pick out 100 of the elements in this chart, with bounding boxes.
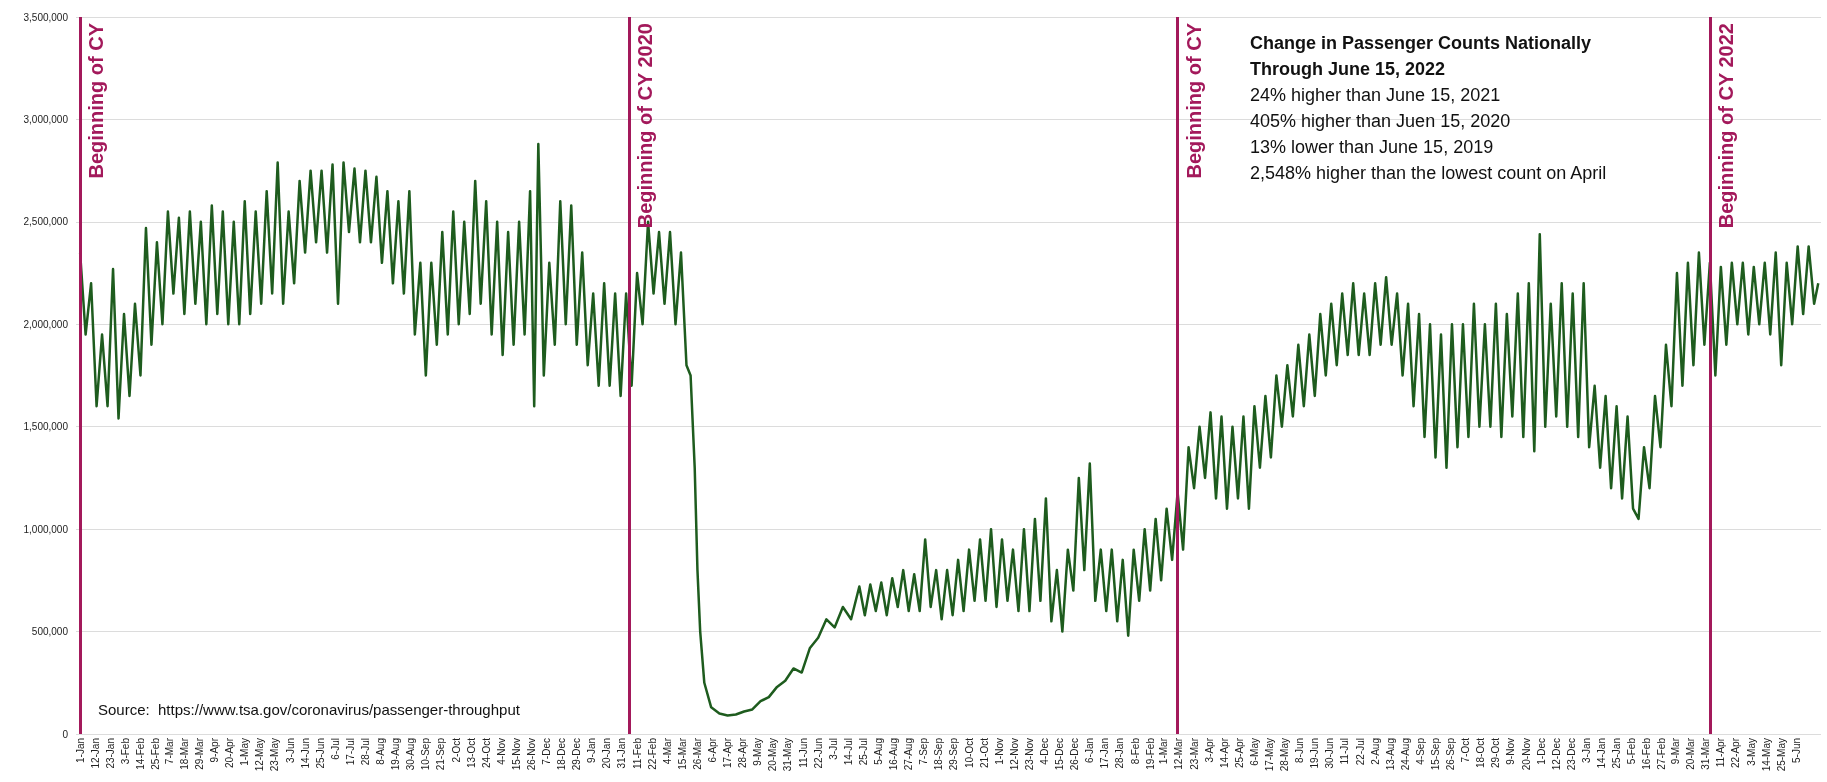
x-tick-label: 16-Feb <box>1641 737 1653 770</box>
x-tick-label: 21-Sep <box>435 737 447 771</box>
x-tick-label: 4-Dec <box>1039 738 1051 765</box>
x-tick-label: 7-Dec <box>541 738 553 765</box>
x-tick-label: 17-Jan <box>1099 738 1111 769</box>
x-tick-label: 17-Jul <box>344 738 356 766</box>
x-tick-label: 15-Nov <box>510 738 522 771</box>
x-tick-label: 6-May <box>1248 738 1260 766</box>
annotation: 405% higher than Juen 15, 2020 <box>1250 111 1511 131</box>
x-tick-label: 11-Apr <box>1715 737 1727 768</box>
x-tick-label: 20-Apr <box>224 737 236 769</box>
x-tick-label: 24-Aug <box>1399 738 1411 771</box>
x-tick-label: 15-Sep <box>1430 737 1442 771</box>
x-tick-label: 4-Nov <box>495 738 507 765</box>
x-tick-label: 22-Jul <box>1354 738 1366 766</box>
x-tick-label: 9-Mar <box>1670 737 1682 765</box>
x-tick-label: 23-Jan <box>104 738 116 769</box>
x-tick-label: 18-Sep <box>933 737 945 771</box>
x-tick-label: 18-Dec <box>556 738 568 771</box>
y-tick-label: 0 <box>62 728 69 740</box>
x-tick-label: 12-Mar <box>1173 737 1185 770</box>
x-tick-label: 22-Apr <box>1730 737 1742 769</box>
x-tick-label: 9-Jan <box>586 738 598 764</box>
x-tick-label: 15-Dec <box>1054 738 1066 771</box>
x-tick-label: 9-Apr <box>209 737 221 763</box>
x-tick-label: 7-Mar <box>163 737 175 765</box>
x-tick-label: 20-May <box>767 738 779 772</box>
x-tick-label: 21-Oct <box>978 737 990 769</box>
x-tick-label: 6-Jan <box>1084 738 1096 764</box>
x-tick-label: 1-Dec <box>1535 738 1547 765</box>
x-tick-label: 5-Jun <box>1790 738 1802 764</box>
annotation: 13% lower than June 15, 2019 <box>1250 137 1494 157</box>
ref-line-label: Beginning of CY <box>85 22 108 179</box>
x-tick-label: 29-Dec <box>571 738 583 771</box>
x-tick-label: 30-Jun <box>1324 738 1336 769</box>
x-tick-label: 16-Aug <box>888 738 900 771</box>
x-tick-label: 28-Jul <box>359 738 371 766</box>
x-tick-label: 3-Apr <box>1203 737 1215 763</box>
x-tick-label: 2-Oct <box>450 737 462 763</box>
x-tick-label: 1-May <box>239 738 251 766</box>
x-tick-label: 1-Mar <box>1158 737 1170 765</box>
x-tick-label: 14-Apr <box>1218 737 1230 769</box>
x-tick-label: 8-Aug <box>375 738 387 765</box>
annotation: 24% higher than June 15, 2021 <box>1250 85 1501 105</box>
x-tick-label: 24-Oct <box>480 737 492 769</box>
annotation: Change in Passenger Counts Nationally <box>1250 33 1592 53</box>
ref-line-label: Beginning of CY 2020 <box>633 23 656 229</box>
x-tick-label: 10-Oct <box>963 737 975 769</box>
x-tick-label: 13-Oct <box>465 737 477 769</box>
x-tick-label: 31-May <box>782 738 794 772</box>
y-tick-label: 1,500,000 <box>23 421 69 433</box>
y-tick-label: 3,500,000 <box>23 11 69 23</box>
annotation: 2,548% higher than the lowest count on April <box>1250 163 1607 183</box>
x-tick-label: 11-Feb <box>631 737 643 769</box>
x-tick-label: 14-Jan <box>1596 738 1607 769</box>
x-tick-label: 23-Dec <box>1565 738 1577 771</box>
ref-line-label: Beginning of CY 2022 <box>1714 23 1737 229</box>
x-tick-label: 25-Jan <box>1611 738 1623 769</box>
x-tick-label: 9-Nov <box>1505 738 1517 765</box>
x-tick-label: 18-Oct <box>1475 737 1487 769</box>
x-tick-label: 26-Dec <box>1069 738 1081 771</box>
x-tick-label: 22-Jun <box>812 738 824 769</box>
x-tick-label: 23-May <box>269 738 281 772</box>
y-tick-label: 500,000 <box>31 626 69 638</box>
x-tick-label: 14-Jun <box>299 738 311 769</box>
x-tick-label: 23-Mar <box>1188 737 1200 770</box>
x-tick-label: 3-Jul <box>827 738 839 760</box>
x-tick-label: 25-Apr <box>1233 737 1245 769</box>
y-tick-label: 3,000,000 <box>23 113 69 125</box>
x-tick-label: 3-Jan <box>1580 738 1592 764</box>
x-tick-label: 25-Feb <box>150 737 162 770</box>
y-tick-label: 2,000,000 <box>23 318 69 330</box>
x-tick-label: 31-Jan <box>616 738 628 769</box>
x-tick-label: 6-Apr <box>707 737 719 763</box>
annotation: Through June 15, 2022 <box>1250 59 1446 79</box>
x-tick-label: 5-Feb <box>1626 737 1638 765</box>
y-tick-label: 1,000,000 <box>23 523 69 535</box>
x-tick-label: 19-Jun <box>1309 738 1321 769</box>
x-tick-label: 3-Jun <box>284 738 296 764</box>
x-tick-label: 20-Nov <box>1520 738 1532 771</box>
x-tick-label: 12-Dec <box>1550 738 1562 771</box>
x-tick-label: 26-Sep <box>1445 737 1457 771</box>
x-tick-label: 26-Nov <box>525 738 537 771</box>
x-tick-label: 11-Jul <box>1339 738 1351 765</box>
x-tick-label: 6-Jul <box>329 738 341 760</box>
x-tick-label: 17-May <box>1264 738 1276 772</box>
x-tick-label: 23-Nov <box>1023 738 1035 771</box>
x-tick-label: 12-Nov <box>1008 738 1020 771</box>
x-tick-label: 18-Mar <box>178 737 190 770</box>
x-tick-label: 8-Feb <box>1129 737 1141 765</box>
x-tick-label: 27-Aug <box>903 738 915 771</box>
x-tick-label: 28-Apr <box>737 737 749 769</box>
x-tick-label: 25-Jun <box>314 738 326 769</box>
x-tick-label: 1-Jan <box>74 738 86 764</box>
x-tick-label: 31-Mar <box>1700 737 1712 770</box>
x-tick-label: 27-Feb <box>1656 737 1668 770</box>
x-tick-label: 11-Jun <box>797 738 809 768</box>
x-tick-label: 3-May <box>1745 738 1757 766</box>
x-tick-label: 14-May <box>1760 738 1772 772</box>
x-tick-label: 9-May <box>752 738 764 766</box>
